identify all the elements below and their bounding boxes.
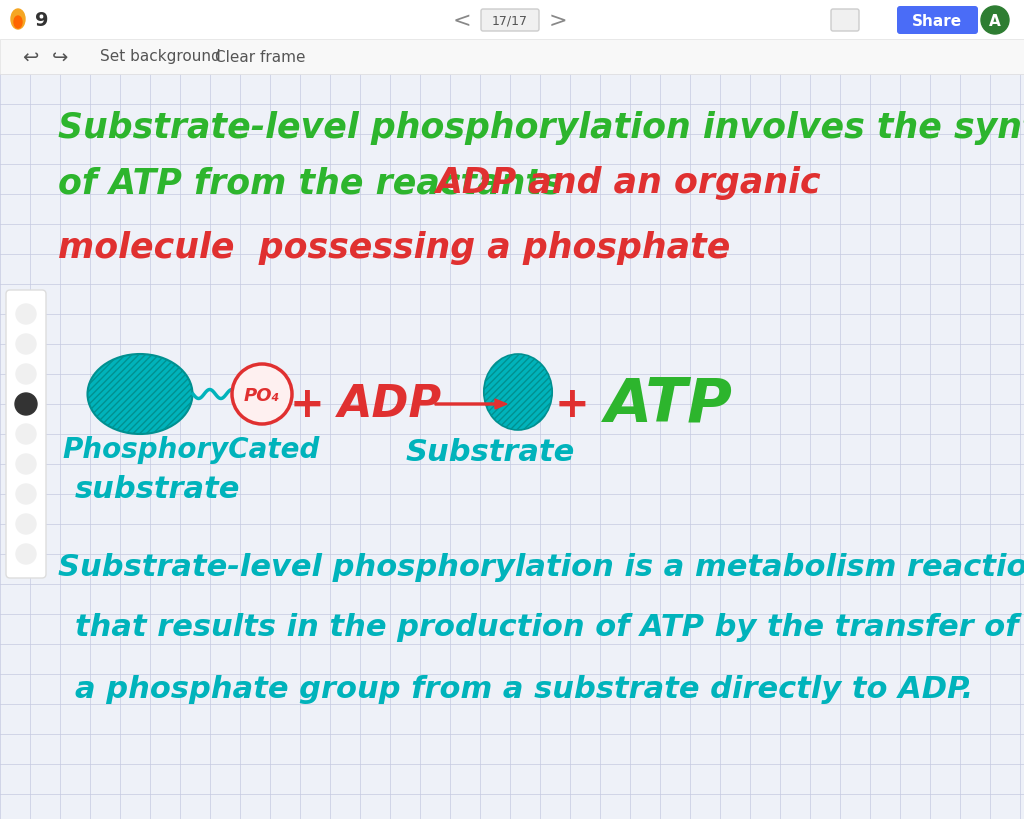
Circle shape bbox=[16, 424, 36, 445]
Text: Substrate-level phosphorylation involves the synthesis: Substrate-level phosphorylation involves… bbox=[58, 111, 1024, 145]
Text: molecule  possessing a phosphate: molecule possessing a phosphate bbox=[58, 231, 730, 265]
Ellipse shape bbox=[87, 355, 193, 434]
Text: ↪: ↪ bbox=[52, 48, 69, 66]
Circle shape bbox=[16, 455, 36, 474]
Text: +: + bbox=[555, 383, 590, 426]
Text: substrate: substrate bbox=[75, 475, 241, 504]
FancyArrow shape bbox=[435, 400, 507, 410]
FancyBboxPatch shape bbox=[0, 75, 1024, 819]
Circle shape bbox=[16, 545, 36, 564]
Text: <: < bbox=[453, 11, 471, 31]
Text: A: A bbox=[989, 13, 1000, 29]
FancyBboxPatch shape bbox=[6, 291, 46, 578]
Circle shape bbox=[16, 484, 36, 505]
FancyBboxPatch shape bbox=[481, 10, 539, 32]
Text: PO₄: PO₄ bbox=[244, 387, 281, 405]
Circle shape bbox=[232, 364, 292, 424]
Ellipse shape bbox=[11, 10, 25, 30]
Text: 17/17: 17/17 bbox=[492, 15, 528, 28]
Text: Clear frame: Clear frame bbox=[215, 49, 305, 65]
Text: PhosphoryCated: PhosphoryCated bbox=[62, 436, 319, 464]
Text: >: > bbox=[549, 11, 567, 31]
Circle shape bbox=[15, 393, 37, 415]
Text: Set background: Set background bbox=[99, 49, 220, 65]
Text: Substrate: Substrate bbox=[406, 438, 574, 467]
FancyBboxPatch shape bbox=[831, 10, 859, 32]
Text: that results in the production of ATP by the transfer of: that results in the production of ATP by… bbox=[75, 613, 1019, 642]
Ellipse shape bbox=[483, 355, 552, 431]
Circle shape bbox=[16, 335, 36, 355]
Circle shape bbox=[981, 7, 1009, 35]
Text: ↩: ↩ bbox=[22, 48, 38, 66]
Text: Substrate-level phosphorylation is a metabolism reaction: Substrate-level phosphorylation is a met… bbox=[58, 553, 1024, 581]
Text: +: + bbox=[290, 383, 325, 426]
Text: 9: 9 bbox=[35, 11, 48, 30]
Text: ADP: ADP bbox=[338, 383, 442, 426]
Text: ADP and an organic: ADP and an organic bbox=[435, 165, 820, 200]
FancyBboxPatch shape bbox=[0, 40, 1024, 75]
Text: of ATP from the reactants: of ATP from the reactants bbox=[58, 165, 587, 200]
Circle shape bbox=[16, 305, 36, 324]
Circle shape bbox=[16, 514, 36, 534]
Circle shape bbox=[16, 395, 36, 414]
Text: Share: Share bbox=[912, 13, 963, 29]
Ellipse shape bbox=[14, 17, 22, 29]
FancyBboxPatch shape bbox=[0, 0, 1024, 40]
Text: a phosphate group from a substrate directly to ADP.: a phosphate group from a substrate direc… bbox=[75, 675, 973, 704]
FancyBboxPatch shape bbox=[897, 7, 978, 35]
Circle shape bbox=[16, 364, 36, 385]
Text: ATP: ATP bbox=[605, 375, 733, 434]
